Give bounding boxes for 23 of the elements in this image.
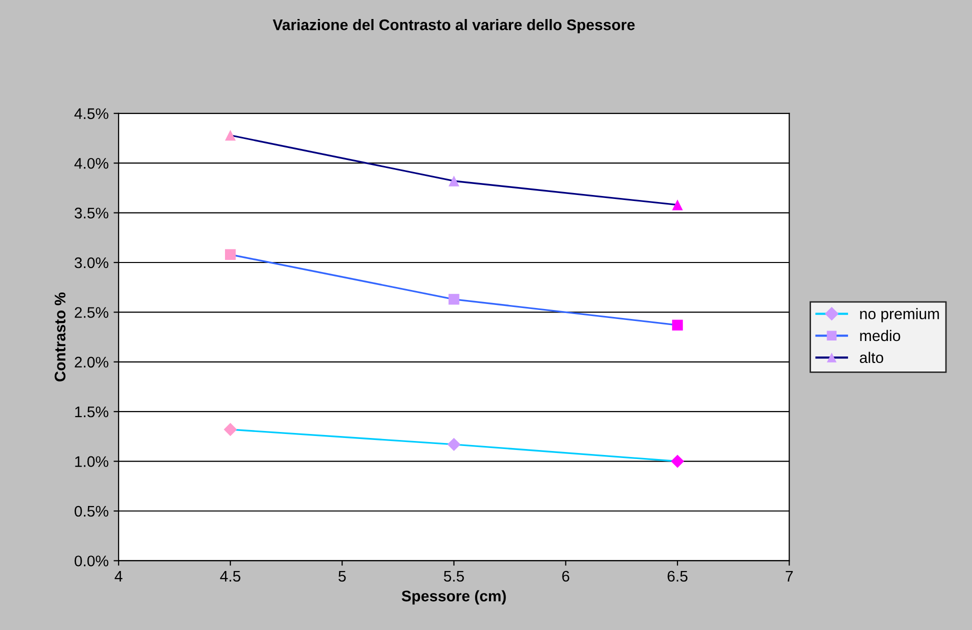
x-tick-label: 4 bbox=[114, 570, 122, 582]
y-tick-label: 3.0% bbox=[74, 257, 108, 268]
x-tick-label: 5.5 bbox=[444, 570, 464, 582]
y-tick-label: 1.0% bbox=[75, 456, 108, 467]
x-tick-label: 4.5 bbox=[220, 570, 240, 582]
y-tick-label: 3.5% bbox=[74, 208, 108, 218]
x-tick-label: 6.5 bbox=[668, 570, 688, 582]
chart-title: Variazione del Contrasto al variare dello Spessore bbox=[272, 18, 635, 34]
legend-label: alto bbox=[860, 352, 884, 364]
y-tick-label: 2.5% bbox=[74, 307, 108, 318]
y-tick-label: 0.5% bbox=[74, 506, 108, 517]
x-tick-label: 7 bbox=[786, 570, 793, 582]
x-tick-label: 5 bbox=[338, 570, 346, 582]
y-axis-title: Contrasto % bbox=[54, 292, 66, 382]
y-tick-label: 1.5% bbox=[75, 406, 108, 418]
x-tick-label: 6 bbox=[562, 570, 570, 582]
y-tick-label: 4.5% bbox=[74, 108, 108, 120]
legend-label: medio bbox=[860, 330, 900, 342]
legend-label: no premium bbox=[860, 308, 939, 322]
y-tick-label: 2.0% bbox=[74, 356, 108, 368]
y-tick-label: 4.0% bbox=[74, 158, 108, 169]
y-tick-label: 0.0% bbox=[74, 556, 108, 566]
x-axis-title: Spessore (cm) bbox=[402, 590, 506, 604]
